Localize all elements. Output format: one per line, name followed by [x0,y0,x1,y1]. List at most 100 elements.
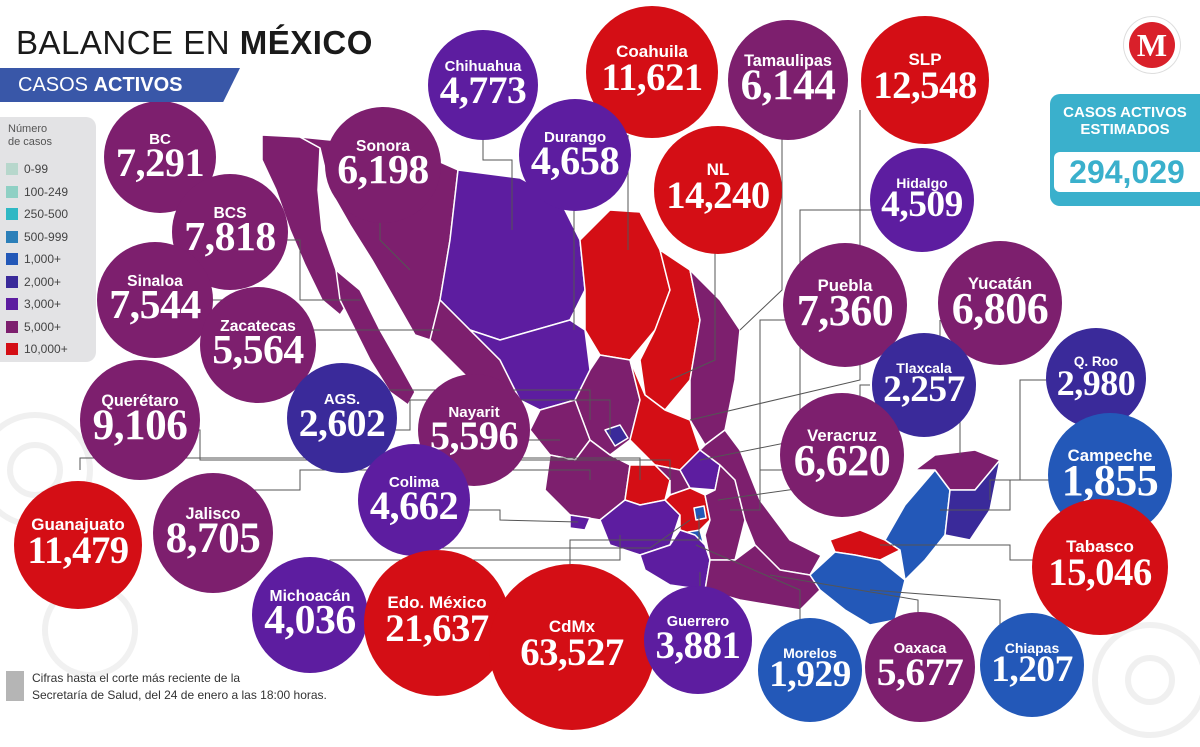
state-name: Edo. México [387,593,487,613]
state-shape-guerrero [639,529,711,591]
state-name: NL [706,160,730,180]
bubble-nl: NL 14,240 [654,126,782,254]
logo-letter: M [1129,22,1175,68]
state-name: Coahuila [616,42,688,62]
state-name: Chihuahua [444,59,522,75]
state-value: 12,548 [873,63,977,107]
state-value: 8,705 [165,514,261,562]
title-bold: MÉXICO [239,24,373,61]
state-value: 4,773 [439,68,527,113]
legend-label: 10,000+ [24,342,68,356]
bubble-cdmx: CdMx 63,527 [489,564,655,730]
virus-watermark-right [1092,622,1200,738]
state-shape-chiapas [809,551,906,626]
state-name: Colima [388,473,440,491]
state-value: 6,144 [740,61,836,109]
state-name: Michoacán [269,587,351,605]
bubble-chihuahua: Chihuahua 4,773 [428,30,538,140]
legend-swatch [6,208,18,220]
subtitle-bold: ACTIVOS [93,74,183,96]
state-value: 6,806 [951,284,1049,334]
legend-label: 3,000+ [24,297,62,311]
footnote: Cifras hasta el corte más reciente de la… [32,671,327,702]
bubble-slp: SLP 12,548 [861,16,989,144]
bubble-morelos: Morelos 1,929 [758,618,862,722]
legend-label: 5,000+ [24,319,62,334]
legend-swatch [6,275,18,288]
state-name: Nayarit [448,403,500,421]
state-value: 11,621 [601,55,703,99]
bubble-tamaulipas: Tamaulipas 6,144 [728,20,848,140]
state-name: Guerrero [666,614,730,631]
state-name: Hidalgo [896,175,948,192]
state-name: Q. Roo [1073,354,1119,370]
state-value: 5,596 [429,412,519,458]
state-value: 6,620 [793,436,891,486]
legend-item: 2,000+ [6,275,61,289]
state-value: 15,046 [1048,550,1152,594]
state-value: 11,479 [27,528,129,572]
state-name: Tabasco [1066,537,1134,557]
state-name: Puebla [817,275,873,295]
legend: Número de casos 0-99 100-249 250-500 500-99… [0,117,96,362]
bubble-oaxaca: Oaxaca 5,677 [865,612,975,722]
title-prefix: BALANCE EN [16,24,240,61]
legend-item: 5,000+ [6,320,61,334]
estimate-value: 294,029 [1054,152,1200,192]
state-shape-bcs [335,269,416,406]
state-name: Guanajuato [31,515,125,535]
bubble-puebla: Puebla 7,360 [783,243,907,367]
state-name: Morelos [783,645,837,662]
mexico-states [261,134,1001,626]
state-value: 63,527 [520,630,624,674]
bubble-qroo: Q. Roo 2,980 [1046,328,1146,428]
state-value: 2,257 [883,369,965,411]
legend-swatch [6,343,18,355]
state-name: Sinaloa [127,272,183,290]
bubble-sinaloa: Sinaloa 7,544 [97,242,213,358]
state-value: 1,855 [1061,456,1159,506]
legend-label: 100-249 [24,184,69,199]
legend-swatch [6,185,18,198]
legend-title: Número de casos [8,123,53,148]
state-value: 2,980 [1056,362,1136,403]
legend-item: 250-500 [6,207,68,221]
subtitle-prefix: CASOS [18,74,94,96]
state-name: Yucatán [967,273,1033,293]
bubble-hidalgo: Hidalgo 4,509 [870,148,974,252]
milenio-logo: M [1124,17,1180,73]
state-name: SLP [908,50,942,70]
state-value: 5,564 [212,327,304,374]
bubble-ags: AGS. 2,602 [287,363,397,473]
bubble-guerrero: Guerrero 3,881 [644,586,752,694]
bubble-guanajuato: Guanajuato 11,479 [14,481,142,609]
state-name: Chiapas [1004,640,1060,657]
state-value: 3,881 [655,623,741,667]
legend-item: 3,000+ [6,297,61,311]
bubble-coahuila: Coahuila 11,621 [586,6,718,138]
state-name: Durango [543,128,607,146]
state-value: 4,658 [530,137,620,183]
estimated-active-cases-box: CASOS ACTIVOS ESTIMADOS 294,029 [1050,94,1200,206]
bubble-durango: Durango 4,658 [519,99,631,211]
state-name: Tlaxcala [896,360,952,377]
bubble-tlaxcala: Tlaxcala 2,257 [872,333,976,437]
legend-label: 1,000+ [24,252,62,266]
subtitle-banner: CASOS ACTIVOS [0,68,240,102]
state-name: AGS. [323,392,361,408]
state-value: 4,509 [881,184,963,226]
state-shape-cdmx [693,505,707,521]
legend-item: 100-249 [6,185,68,199]
state-value: 7,291 [115,139,205,185]
state-name: Veracruz [807,425,877,445]
legend-label: 0-99 [24,162,49,176]
state-value: 7,544 [109,282,201,329]
state-name: BCS [213,204,247,222]
state-value: 4,662 [369,482,459,528]
bubble-tabasco: Tabasco 15,046 [1032,499,1168,635]
bubble-chiapas: Chiapas 1,207 [980,613,1084,717]
legend-item: 0-99 [6,162,48,176]
bubble-queretaro: Querétaro 9,106 [80,360,200,480]
